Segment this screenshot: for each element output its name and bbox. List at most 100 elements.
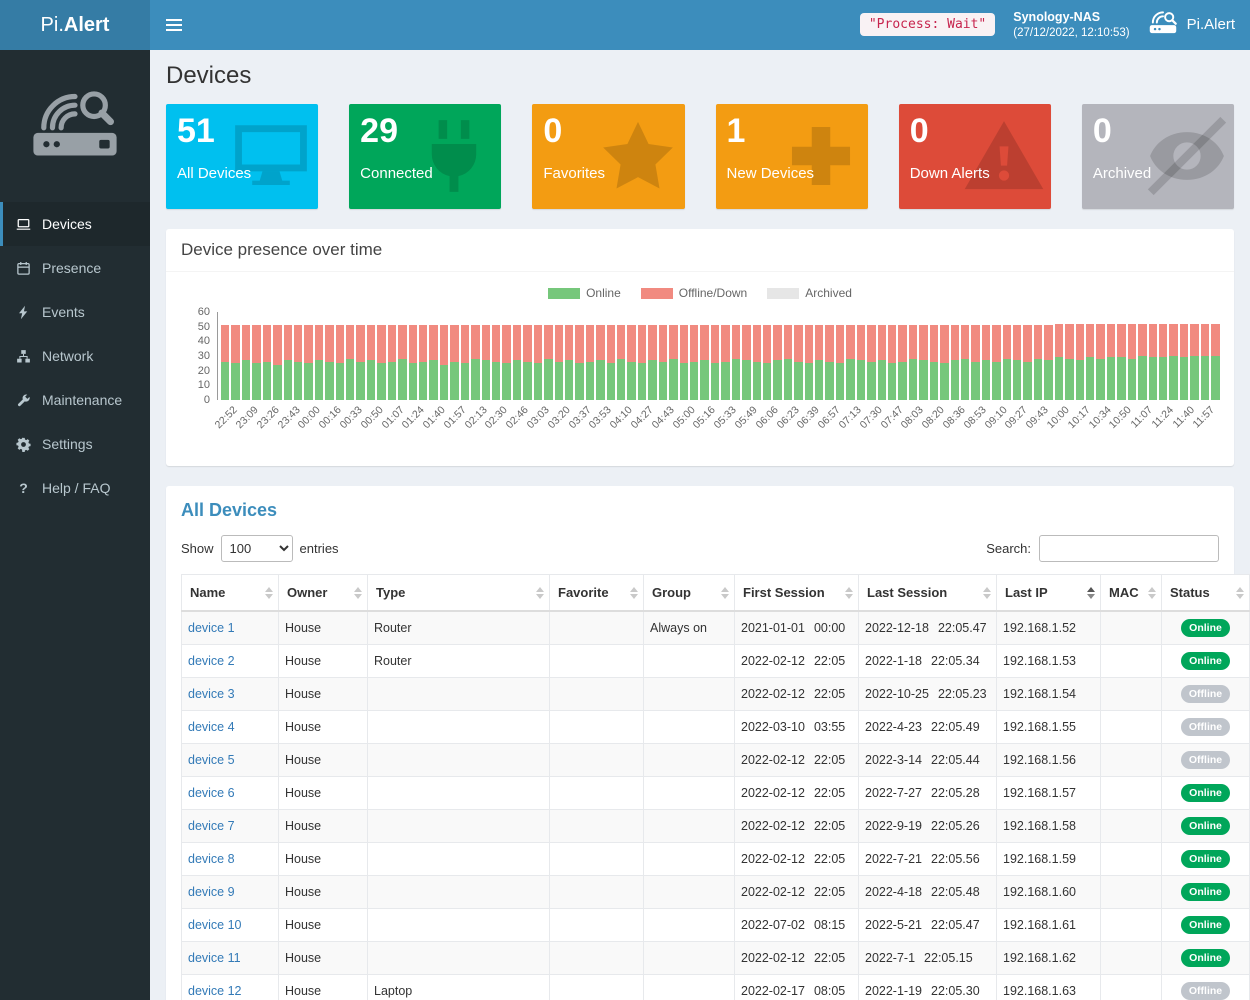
status-badge: Online (1181, 619, 1230, 637)
session-date: 2022-4-18 (865, 885, 922, 899)
online-bar-segment (1200, 356, 1210, 400)
online-bar-segment (856, 360, 866, 400)
sidebar-item-devices[interactable]: Devices (0, 202, 150, 246)
chart-plot-area (217, 312, 1220, 400)
summary-box-all-devices[interactable]: 51 All Devices (166, 104, 319, 209)
device-group-cell (643, 875, 735, 909)
device-link[interactable]: device 3 (188, 687, 235, 701)
chart-bar (637, 325, 647, 400)
device-link[interactable]: device 1 (188, 621, 235, 635)
offline-bar-segment (815, 325, 824, 361)
column-header-owner[interactable]: Owner (278, 574, 368, 612)
sidebar-item-help-faq[interactable]: ? Help / FAQ (0, 466, 150, 510)
legend-item-offline-down[interactable]: Offline/Down (640, 286, 747, 300)
device-name-cell: device 5 (181, 743, 279, 777)
first-session-cell: 2022-03-10 03:55 (734, 710, 859, 744)
online-bar-segment (794, 361, 803, 400)
online-bar-segment (1127, 358, 1137, 400)
device-group-cell (643, 776, 735, 810)
mac-cell (1100, 908, 1162, 942)
column-header-mac[interactable]: MAC (1100, 574, 1162, 612)
column-header-name[interactable]: Name (181, 574, 279, 612)
session-time: 22:05 (813, 951, 846, 965)
offline-bar-segment (1138, 323, 1147, 356)
device-link[interactable]: device 8 (188, 852, 235, 866)
offline-bar-segment (512, 325, 522, 361)
chart-bar (554, 325, 563, 400)
column-header-last-session[interactable]: Last Session (858, 574, 997, 612)
online-bar-segment (1013, 360, 1022, 400)
status-badge: Online (1181, 883, 1230, 901)
column-header-group[interactable]: Group (643, 574, 735, 612)
device-link[interactable]: device 6 (188, 786, 235, 800)
online-bar-segment (554, 361, 563, 400)
column-header-label: First Session (743, 585, 825, 600)
device-link[interactable]: device 11 (188, 951, 241, 965)
summary-box-archived[interactable]: 0 Archived (1081, 104, 1235, 209)
column-header-status[interactable]: Status (1161, 574, 1250, 612)
online-bar-segment (1117, 357, 1126, 400)
online-bar-segment (835, 363, 845, 400)
session-date: 2022-02-12 (741, 687, 805, 701)
device-link[interactable]: device 10 (188, 918, 242, 932)
page-length-select[interactable]: 100 (220, 535, 293, 562)
app-logo[interactable]: Pi. Alert (0, 0, 150, 50)
legend-item-online[interactable]: Online (548, 286, 621, 300)
sidebar-toggle-icon[interactable] (150, 0, 198, 50)
device-link[interactable]: device 12 (188, 984, 242, 998)
device-favorite-cell (549, 908, 644, 942)
column-header-first-session[interactable]: First Session (734, 574, 859, 612)
offline-bar-segment (596, 325, 605, 361)
session-time: 22:05 (813, 753, 846, 767)
offline-bar-segment (1096, 323, 1105, 359)
offline-bar-segment (898, 325, 907, 362)
device-favorite-cell (549, 610, 644, 645)
device-link[interactable]: device 7 (188, 819, 235, 833)
presence-chart: 0 10 20 30 40 50 60 (181, 306, 1220, 406)
summary-value: 0 (1092, 112, 1112, 150)
summary-box-favorites[interactable]: 0 Favorites (532, 104, 685, 209)
online-bar-segment (366, 360, 376, 400)
device-link[interactable]: device 4 (188, 720, 235, 734)
last-ip-cell: 192.168.1.62 (996, 941, 1101, 975)
offline-bar-segment (314, 325, 324, 361)
column-header-type[interactable]: Type (367, 574, 550, 612)
online-bar-segment (512, 360, 522, 400)
online-bar-segment (356, 361, 365, 400)
sidebar-item-maintenance[interactable]: Maintenance (0, 378, 150, 422)
online-bar-segment (262, 361, 272, 400)
online-bar-segment (1148, 357, 1157, 400)
chart-bar (1106, 323, 1116, 400)
device-link[interactable]: device 2 (188, 654, 235, 668)
navbar-brand[interactable]: Pi.Alert (1148, 11, 1235, 38)
session-date: 2022-02-12 (741, 786, 805, 800)
summary-box-down-alerts[interactable]: 0 Down Alerts (898, 104, 1051, 209)
summary-box-new-devices[interactable]: 1 New Devices (715, 104, 868, 209)
online-bar-segment (439, 364, 449, 400)
session-time: 22:05.48 (931, 885, 980, 899)
device-link[interactable]: device 9 (188, 885, 235, 899)
legend-item-archived[interactable]: Archived (767, 286, 852, 300)
offline-bar-segment (1106, 323, 1116, 358)
session-date: 2022-02-12 (741, 753, 805, 767)
chart-bar (1190, 323, 1199, 400)
column-header-last-ip[interactable]: Last IP (996, 574, 1101, 612)
last-ip-cell: 192.168.1.53 (996, 644, 1101, 678)
sidebar-item-presence[interactable]: Presence (0, 246, 150, 290)
y-axis-tick: 60 (197, 306, 210, 318)
sidebar-item-events[interactable]: Events (0, 290, 150, 334)
sidebar-item-settings[interactable]: Settings (0, 422, 150, 466)
device-link[interactable]: device 5 (188, 753, 235, 767)
search-input[interactable] (1039, 535, 1219, 562)
chart-bar (898, 325, 907, 400)
last-ip-cell: 192.168.1.59 (996, 842, 1101, 876)
offline-bar-segment (1065, 323, 1074, 359)
sidebar-item-network[interactable]: Network (0, 334, 150, 378)
summary-box-connected[interactable]: 29 Connected (349, 104, 502, 209)
mac-cell (1100, 776, 1162, 810)
chart-bar (439, 325, 449, 400)
column-header-favorite[interactable]: Favorite (549, 574, 644, 612)
summary-label: Down Alerts (909, 165, 990, 183)
online-bar-segment (283, 360, 292, 400)
online-bar-segment (971, 361, 980, 400)
